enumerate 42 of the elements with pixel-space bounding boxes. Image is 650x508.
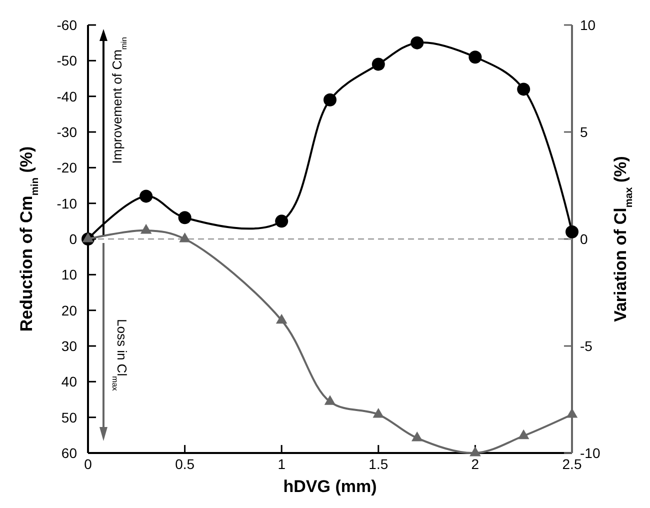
x-tick-label: 1.5 [368,456,388,472]
y2-tick-label: 10 [580,17,596,33]
point [470,446,481,456]
y2-tick-label: -5 [580,338,593,354]
point [517,82,530,96]
point [411,432,423,442]
y-tick-label: -20 [56,160,78,176]
point [468,50,482,64]
point [324,93,336,106]
x-tick-label: 2.5 [562,456,582,472]
point [372,408,384,418]
point [372,58,385,71]
x-tick-label: 0 [84,456,92,472]
y-tick-label: 0 [69,231,78,247]
point [410,36,424,50]
x-tick-label: 0.5 [175,456,195,472]
point [324,395,336,405]
y-tick-label: -50 [56,52,78,69]
y-tick-label: -40 [56,88,78,104]
point [566,225,578,238]
y-tick-label: 50 [61,409,78,426]
y-tick-label: 60 [61,445,78,461]
y-tick-label: 40 [61,374,78,390]
point [518,429,530,440]
y2-tick-label: -10 [580,445,600,461]
y-tick-label: -60 [56,17,78,33]
point [179,232,190,242]
point [140,190,153,203]
point [276,314,288,324]
y-tick-label: 20 [61,302,78,318]
y-tick-label: 10 [61,266,78,283]
point [178,211,192,224]
x-axis-title: hDVG (mm) [283,477,377,496]
y2-tick-label: 0 [580,231,588,247]
point [140,224,152,234]
y-tick-label: -10 [56,195,78,212]
point [275,214,288,228]
x-tick-label: 1 [278,456,286,472]
y2-tick-label: 5 [580,124,588,140]
x-tick-label: 2 [471,456,480,472]
y-tick-label: 30 [61,338,78,354]
y-tick-label: -30 [56,124,78,140]
